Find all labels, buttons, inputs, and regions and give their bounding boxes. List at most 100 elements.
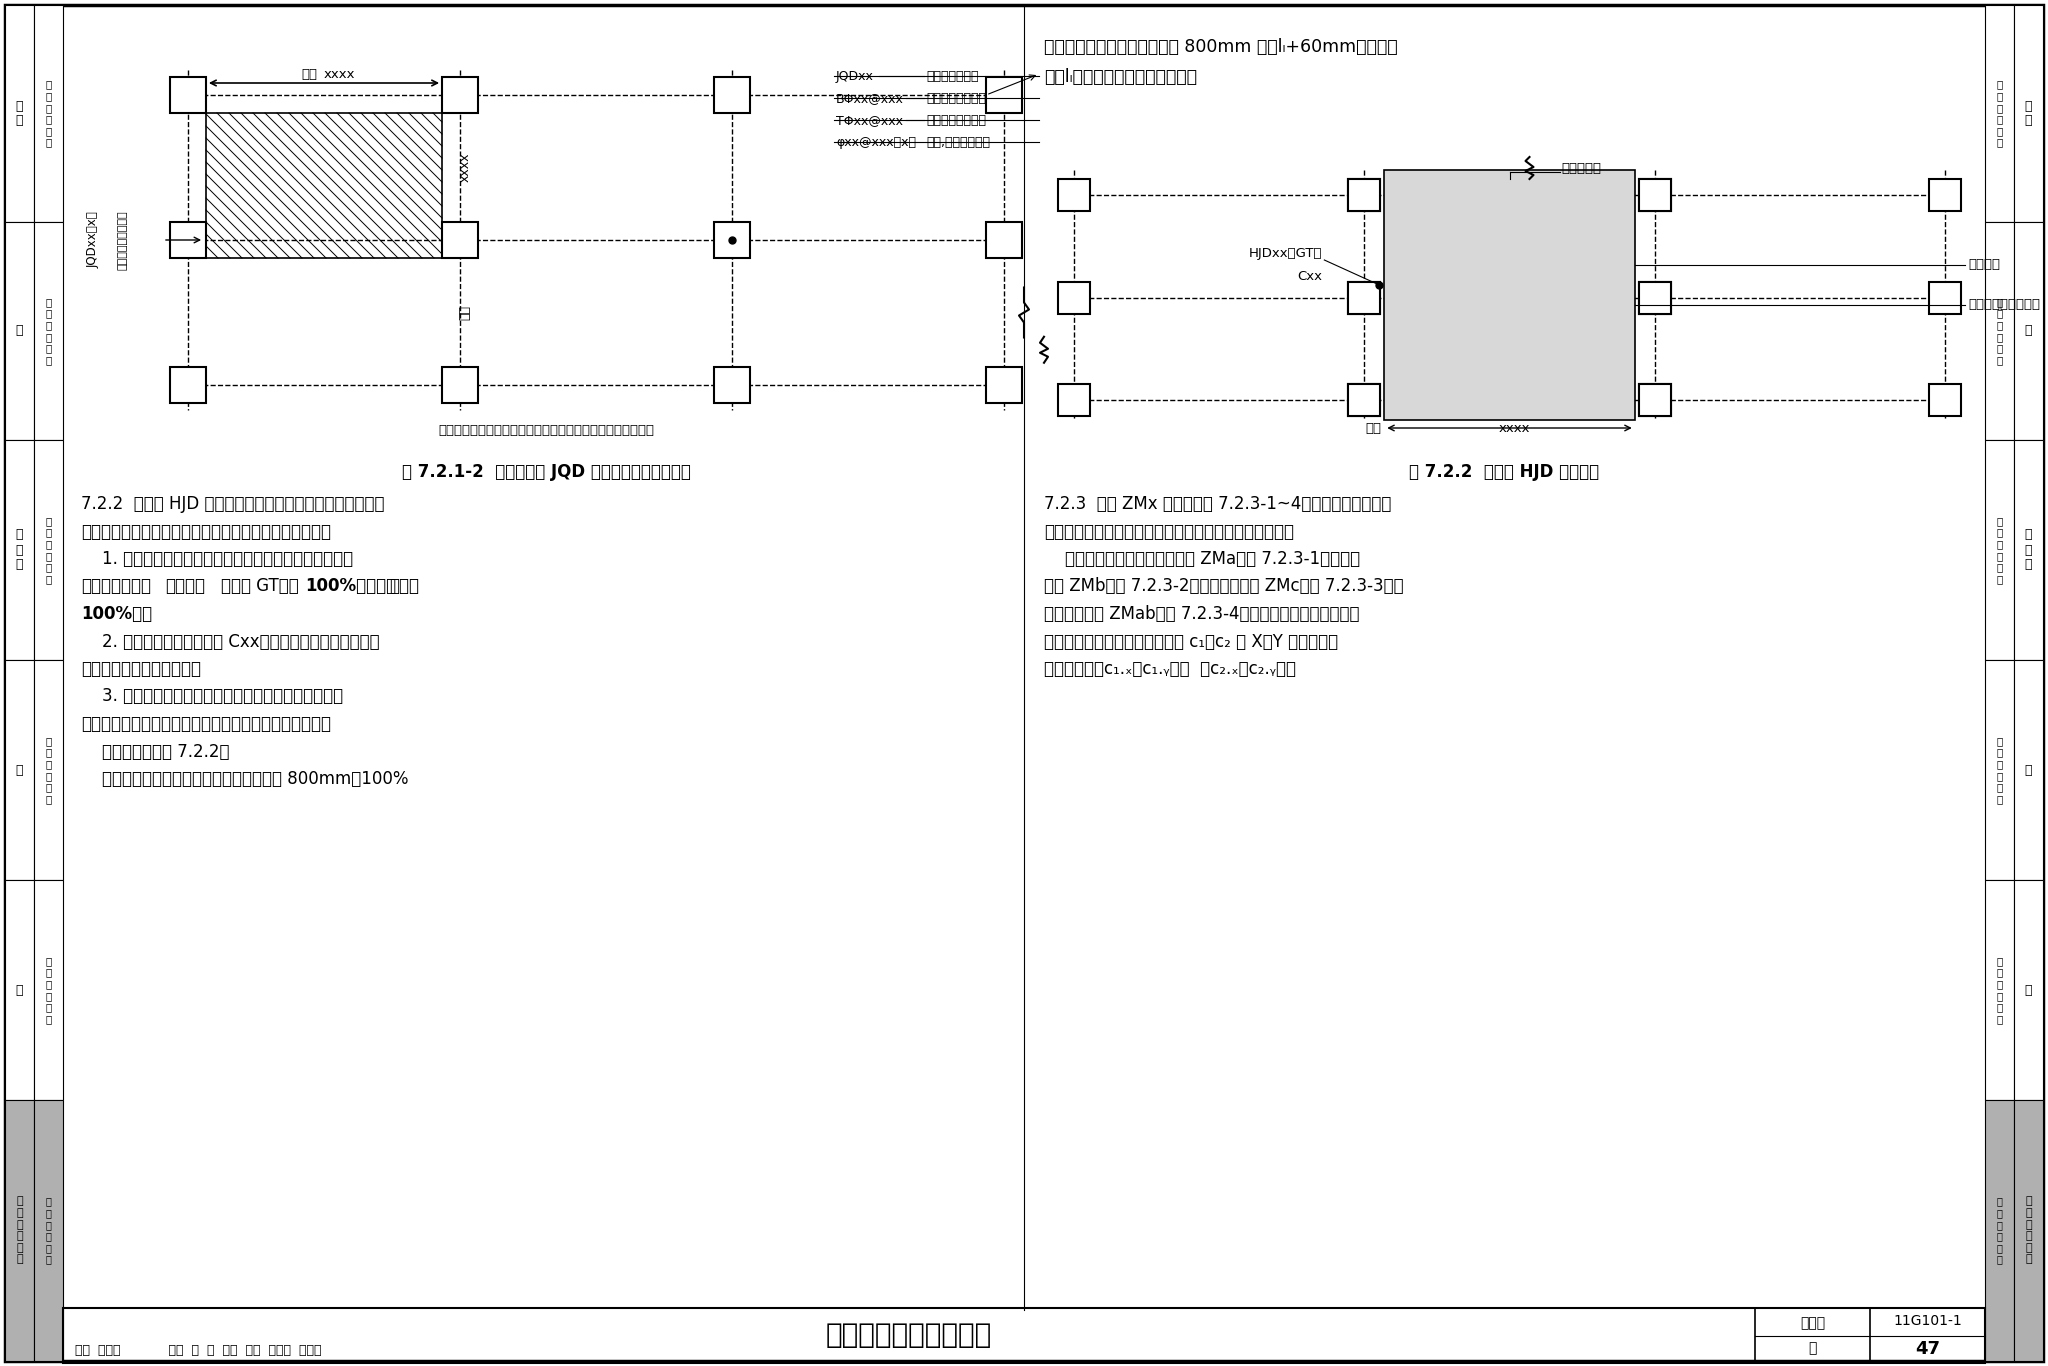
Bar xyxy=(1638,281,1671,314)
Bar xyxy=(4,440,35,660)
Bar xyxy=(1348,384,1380,417)
Bar xyxy=(1985,1100,2013,1361)
Bar xyxy=(1929,384,1962,417)
Text: BΦxx@xxx: BΦxx@xxx xyxy=(836,92,903,105)
Text: 柱: 柱 xyxy=(2025,325,2032,337)
Text: 布置图表达，后浇带留筋方式等由引注内容表达，包括：: 布置图表达，后浇带留筋方式等由引注内容表达，包括： xyxy=(82,523,332,541)
Text: 7.2.2  后浇带 HJD 的引注。后浇带的平面形状及定位由平面: 7.2.2 后浇带 HJD 的引注。后浇带的平面形状及定位由平面 xyxy=(82,494,385,514)
Text: 100%）。: 100%）。 xyxy=(82,605,152,623)
Bar xyxy=(715,76,750,113)
Bar xyxy=(35,440,63,660)
Bar xyxy=(1059,281,1090,314)
Bar xyxy=(1059,179,1090,210)
Bar xyxy=(1638,384,1671,417)
Text: 方式，分别为：: 方式，分别为： xyxy=(82,578,152,596)
Bar xyxy=(442,367,477,403)
Text: 平
法
制
图
规
则: 平 法 制 图 规 则 xyxy=(45,296,51,365)
Text: TΦxx@xxx: TΦxx@xxx xyxy=(836,113,903,127)
Text: 图集号: 图集号 xyxy=(1800,1315,1825,1330)
Bar xyxy=(35,880,63,1100)
Text: （代号 GT），: （代号 GT）， xyxy=(221,578,299,596)
Text: 图 7.2.2  后浇带 HJD 引注图示: 图 7.2.2 后浇带 HJD 引注图示 xyxy=(1409,463,1599,481)
Text: 梁: 梁 xyxy=(16,764,23,776)
Text: 矩形、圆形或多边形等，其平面形状由平面布置图表达。: 矩形、圆形或多边形等，其平面形状由平面布置图表达。 xyxy=(1044,523,1294,541)
Text: 贯通留筋的后浇带宽度通常取大于或等于 800mm；100%: 贯通留筋的后浇带宽度通常取大于或等于 800mm；100% xyxy=(82,770,408,788)
Text: 平
法
制
图
规
则: 平 法 制 图 规 则 xyxy=(45,956,51,1024)
Bar xyxy=(35,1100,63,1361)
Bar xyxy=(1985,5,2013,223)
Text: 梁: 梁 xyxy=(2025,764,2032,776)
Bar xyxy=(1348,281,1380,314)
Text: 平
法
制
图
规
则: 平 法 制 图 规 则 xyxy=(1997,296,2003,365)
Text: 审核  郁银泉            校对  刘  敏  刘沁  设计  高志强  章正诲: 审核 郁银泉 校对 刘 敏 刘沁 设计 高志强 章正诲 xyxy=(76,1344,322,1356)
Bar xyxy=(2013,1100,2044,1361)
Bar xyxy=(1929,281,1962,314)
Text: 柱帽的立面形状有单倾角柱帽 ZMa（图 7.2.3-1）、托板: 柱帽的立面形状有单倾角柱帽 ZMa（图 7.2.3-1）、托板 xyxy=(1044,550,1360,568)
Text: 47: 47 xyxy=(1915,1340,1939,1358)
Text: 平
法
制
图
规
则: 平 法 制 图 规 则 xyxy=(45,79,51,148)
Text: 1. 后浇带编号及留筋方式代号。本图集提供了两种留筋: 1. 后浇带编号及留筋方式代号。本图集提供了两种留筋 xyxy=(82,550,352,568)
Text: 宽度: 宽度 xyxy=(1366,422,1380,434)
Text: 后浇混凝土强度等级: 后浇混凝土强度等级 xyxy=(1968,299,2040,311)
Text: 剪
力
墙: 剪 力 墙 xyxy=(2025,529,2032,571)
Bar xyxy=(4,880,35,1100)
Bar xyxy=(1638,179,1671,210)
Bar xyxy=(1348,179,1380,210)
Bar xyxy=(1929,179,1962,210)
Text: （代号: （代号 xyxy=(389,578,420,596)
Text: 上部加强贯通纵筋: 上部加强贯通纵筋 xyxy=(926,113,985,127)
Bar xyxy=(2013,5,2044,223)
Bar xyxy=(442,223,477,258)
Bar xyxy=(35,5,63,223)
Text: 下部加强贯通纵筋: 下部加强贯通纵筋 xyxy=(926,92,985,105)
Text: 设计应注明相关施工要求。: 设计应注明相关施工要求。 xyxy=(82,660,201,678)
Text: 倾角托板柱帽 ZMab（图 7.2.3-4）等，其立面几何尺寸和配: 倾角托板柱帽 ZMab（图 7.2.3-4）等，其立面几何尺寸和配 xyxy=(1044,605,1360,623)
Text: 平
法
制
图
规
则: 平 法 制 图 规 则 xyxy=(1997,956,2003,1024)
Bar xyxy=(1985,880,2013,1100)
Bar xyxy=(1985,660,2013,880)
Bar xyxy=(170,367,207,403)
Text: 留筋方式: 留筋方式 xyxy=(1968,258,2001,272)
Text: xxxx: xxxx xyxy=(1499,422,1530,434)
Bar xyxy=(1059,384,1090,417)
Bar xyxy=(985,223,1022,258)
Bar xyxy=(1985,223,2013,440)
Bar xyxy=(2013,660,2044,880)
Text: 筋由具体的引注内容表达。图中 c₁、c₂ 当 X、Y 方向不一致: 筋由具体的引注内容表达。图中 c₁、c₂ 当 X、Y 方向不一致 xyxy=(1044,632,1337,650)
Bar xyxy=(1638,281,1671,314)
Bar xyxy=(4,5,35,223)
Text: JQDxx: JQDxx xyxy=(836,70,874,83)
Text: Cxx: Cxx xyxy=(1296,270,1323,283)
Text: 柱: 柱 xyxy=(16,325,23,337)
Bar xyxy=(170,76,207,113)
Text: 致时，设计者应在图中注明与图示不一致的部位及做法。: 致时，设计者应在图中注明与图示不一致的部位及做法。 xyxy=(82,714,332,734)
Text: 100%搭接留筋: 100%搭接留筋 xyxy=(305,578,395,596)
Bar xyxy=(4,223,35,440)
Bar xyxy=(63,1309,1985,1363)
Bar xyxy=(170,223,207,258)
Text: HJDxx（GT）: HJDxx（GT） xyxy=(1249,247,1323,260)
Text: 后浇带编号: 后浇带编号 xyxy=(1561,161,1602,175)
Text: 楼板相关构造制图规则: 楼板相关构造制图规则 xyxy=(825,1321,991,1350)
Text: 平
法
制
图
规
则: 平 法 制 图 规 则 xyxy=(1997,736,2003,805)
Bar xyxy=(35,660,63,880)
Text: 时，应标注（c₁.ₓ，c₁.ᵧ）、  （c₂.ₓ，c₂.ᵧ）。: 时，应标注（c₁.ₓ，c₁.ᵧ）、 （c₂.ₓ，c₂.ᵧ）。 xyxy=(1044,660,1296,678)
Text: 平
法
制
图
规
则: 平 法 制 图 规 则 xyxy=(45,516,51,585)
Text: 板: 板 xyxy=(2025,984,2032,997)
Bar xyxy=(1985,440,2013,660)
Text: 后浇带引注见图 7.2.2。: 后浇带引注见图 7.2.2。 xyxy=(82,743,229,761)
Text: 2. 后浇混凝土的强度等级 Cxx。宜采用补偿收缩混凝土，: 2. 后浇混凝土的强度等级 Cxx。宜采用补偿收缩混凝土， xyxy=(82,632,379,650)
Text: （纵向纵筋加强带）: （纵向纵筋加强带） xyxy=(119,210,127,270)
Bar xyxy=(1348,384,1380,417)
Bar xyxy=(2013,223,2044,440)
Bar xyxy=(442,76,477,113)
Text: 楼
板
相
关
构
造: 楼 板 相 关 构 造 xyxy=(16,1197,23,1265)
Bar xyxy=(715,223,750,258)
Bar xyxy=(2013,440,2044,660)
Text: 纵筋加强带编号: 纵筋加强带编号 xyxy=(926,70,979,83)
Bar xyxy=(2013,880,2044,1100)
Text: （当梁向板某部位有较大集中荷载时应双向设置纵筋加强带）: （当梁向板某部位有较大集中荷载时应双向设置纵筋加强带） xyxy=(438,423,653,437)
Text: φxx@xxx（x）: φxx@xxx（x） xyxy=(836,137,915,149)
Text: 搭接留筋的后浇带宽度通常取 800mm 与（lₗ+60mm）的较大: 搭接留筋的后浇带宽度通常取 800mm 与（lₗ+60mm）的较大 xyxy=(1044,38,1397,56)
Text: 剪
力
墙: 剪 力 墙 xyxy=(16,529,23,571)
